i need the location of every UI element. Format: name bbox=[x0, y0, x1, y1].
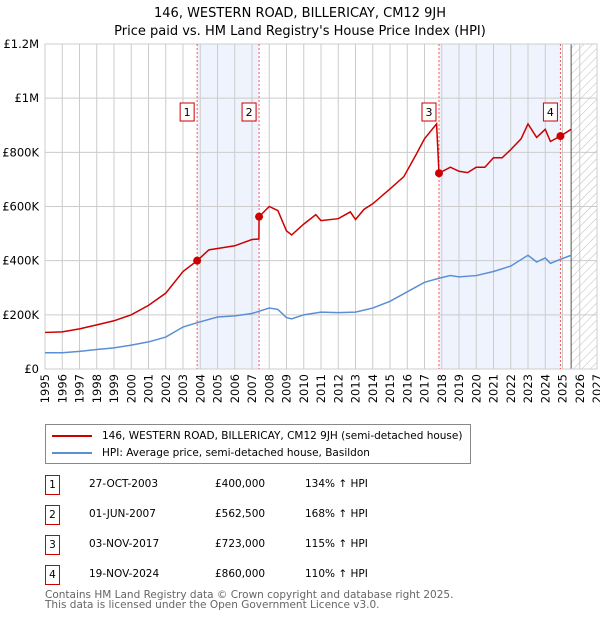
legend: 146, WESTERN ROAD, BILLERICAY, CM12 9JH … bbox=[45, 424, 471, 464]
y-tick-label: £200K bbox=[2, 308, 39, 322]
x-tick-label: 2024 bbox=[538, 374, 552, 403]
y-tick-label: £400K bbox=[2, 254, 39, 268]
transaction-date: 27-OCT-2003 bbox=[89, 478, 158, 490]
sale-point bbox=[193, 256, 202, 265]
x-tick-label: 2022 bbox=[504, 374, 518, 403]
legend-label-price: 146, WESTERN ROAD, BILLERICAY, CM12 9JH … bbox=[102, 430, 463, 442]
x-tick-label: 2014 bbox=[366, 374, 380, 403]
x-tick-label: 2009 bbox=[280, 374, 294, 403]
x-tick-label: 2004 bbox=[193, 374, 207, 403]
sale-point bbox=[434, 169, 443, 178]
y-tick-label: £800K bbox=[2, 145, 39, 159]
x-tick-label: 2006 bbox=[228, 374, 242, 403]
y-tick-label: £0 bbox=[24, 362, 39, 376]
transaction-price: £723,000 bbox=[215, 538, 266, 550]
x-tick-label: 2013 bbox=[349, 374, 363, 403]
x-tick-label: 2011 bbox=[314, 374, 328, 403]
x-tick-label: 2026 bbox=[573, 374, 587, 403]
sale-point bbox=[556, 132, 565, 141]
x-tick-label: 2003 bbox=[176, 374, 190, 403]
x-tick-label: 2016 bbox=[400, 374, 414, 403]
x-tick-label: 2002 bbox=[159, 374, 173, 403]
footer: Contains HM Land Registry data © Crown c… bbox=[45, 589, 454, 611]
forecast-hatch bbox=[571, 44, 597, 369]
transaction-price: £860,000 bbox=[215, 568, 266, 580]
x-tick-label: 2008 bbox=[262, 374, 276, 403]
x-tick-label: 1997 bbox=[73, 374, 87, 403]
y-tick-label: £1M bbox=[14, 91, 39, 105]
x-tick-label: 1995 bbox=[38, 374, 52, 403]
sale-label: 1 bbox=[184, 106, 191, 119]
x-tick-label: 2021 bbox=[487, 374, 501, 403]
x-tick-label: 2018 bbox=[435, 374, 449, 403]
transaction-price: £562,500 bbox=[215, 508, 266, 520]
transaction-number: 4 bbox=[45, 565, 60, 585]
transaction-hpi: 134% ↑ HPI bbox=[305, 478, 368, 490]
transaction-date: 01-JUN-2007 bbox=[89, 508, 156, 520]
x-tick-label: 1999 bbox=[107, 374, 121, 403]
transaction-date: 03-NOV-2017 bbox=[89, 538, 160, 550]
legend-item-hpi: HPI: Average price, semi-detached house,… bbox=[52, 445, 370, 461]
legend-label-hpi: HPI: Average price, semi-detached house,… bbox=[102, 447, 370, 459]
chart-subtitle: Price paid vs. HM Land Registry's House … bbox=[114, 24, 486, 39]
transaction-hpi: 168% ↑ HPI bbox=[305, 508, 368, 520]
sale-label: 2 bbox=[246, 106, 253, 119]
legend-swatch-price bbox=[52, 435, 92, 437]
sale-label-box bbox=[421, 102, 437, 122]
transaction-number: 1 bbox=[45, 475, 60, 495]
price-chart: 1995 1996 1997 1998 1999 2000 2001 2002 2003 2004… bbox=[2, 37, 600, 403]
x-tick-label: 2019 bbox=[452, 374, 466, 403]
plot-frame bbox=[44, 43, 598, 370]
sale-label: 3 bbox=[425, 106, 432, 119]
x-tick-label: 2012 bbox=[331, 374, 345, 403]
y-tick-label: £1.2M bbox=[3, 37, 39, 51]
series-line bbox=[44, 121, 572, 334]
legend-item-price: 146, WESTERN ROAD, BILLERICAY, CM12 9JH … bbox=[52, 428, 462, 444]
transaction-hpi: 115% ↑ HPI bbox=[305, 538, 368, 550]
transaction-number: 2 bbox=[45, 505, 60, 525]
series-line bbox=[45, 254, 572, 354]
x-tick-label: 2027 bbox=[590, 374, 600, 403]
transaction-price: £400,000 bbox=[215, 478, 266, 490]
sale-label: 4 bbox=[547, 106, 554, 119]
sale-label-box bbox=[179, 102, 195, 122]
footer-line-2: This data is licensed under the Open Gov… bbox=[45, 599, 380, 611]
x-tick-label: 1996 bbox=[55, 374, 69, 403]
footer-line-1: Contains HM Land Registry data © Crown c… bbox=[45, 589, 454, 601]
transaction-hpi: 110% ↑ HPI bbox=[305, 568, 368, 580]
transaction-date: 19-NOV-2024 bbox=[89, 568, 160, 580]
x-tick-label: 2001 bbox=[142, 374, 156, 403]
chart-title: 146, WESTERN ROAD, BILLERICAY, CM12 9JH bbox=[154, 6, 446, 21]
x-tick-label: 1998 bbox=[90, 374, 104, 403]
x-tick-label: 2020 bbox=[469, 374, 483, 403]
x-tick-label: 2025 bbox=[556, 374, 570, 403]
x-tick-label: 2023 bbox=[521, 374, 535, 403]
transaction-number: 3 bbox=[45, 535, 60, 555]
x-tick-label: 2005 bbox=[211, 374, 225, 403]
legend-swatch-hpi bbox=[52, 452, 92, 454]
x-tick-label: 2015 bbox=[383, 374, 397, 403]
sale-label-box bbox=[241, 102, 257, 122]
x-tick-label: 2017 bbox=[418, 374, 432, 403]
x-tick-label: 2010 bbox=[297, 374, 311, 403]
x-tick-label: 2007 bbox=[245, 374, 259, 403]
y-tick-label: £600K bbox=[2, 200, 39, 214]
sale-point bbox=[255, 212, 264, 221]
sale-label-box bbox=[542, 102, 558, 122]
x-tick-label: 2000 bbox=[124, 374, 138, 403]
